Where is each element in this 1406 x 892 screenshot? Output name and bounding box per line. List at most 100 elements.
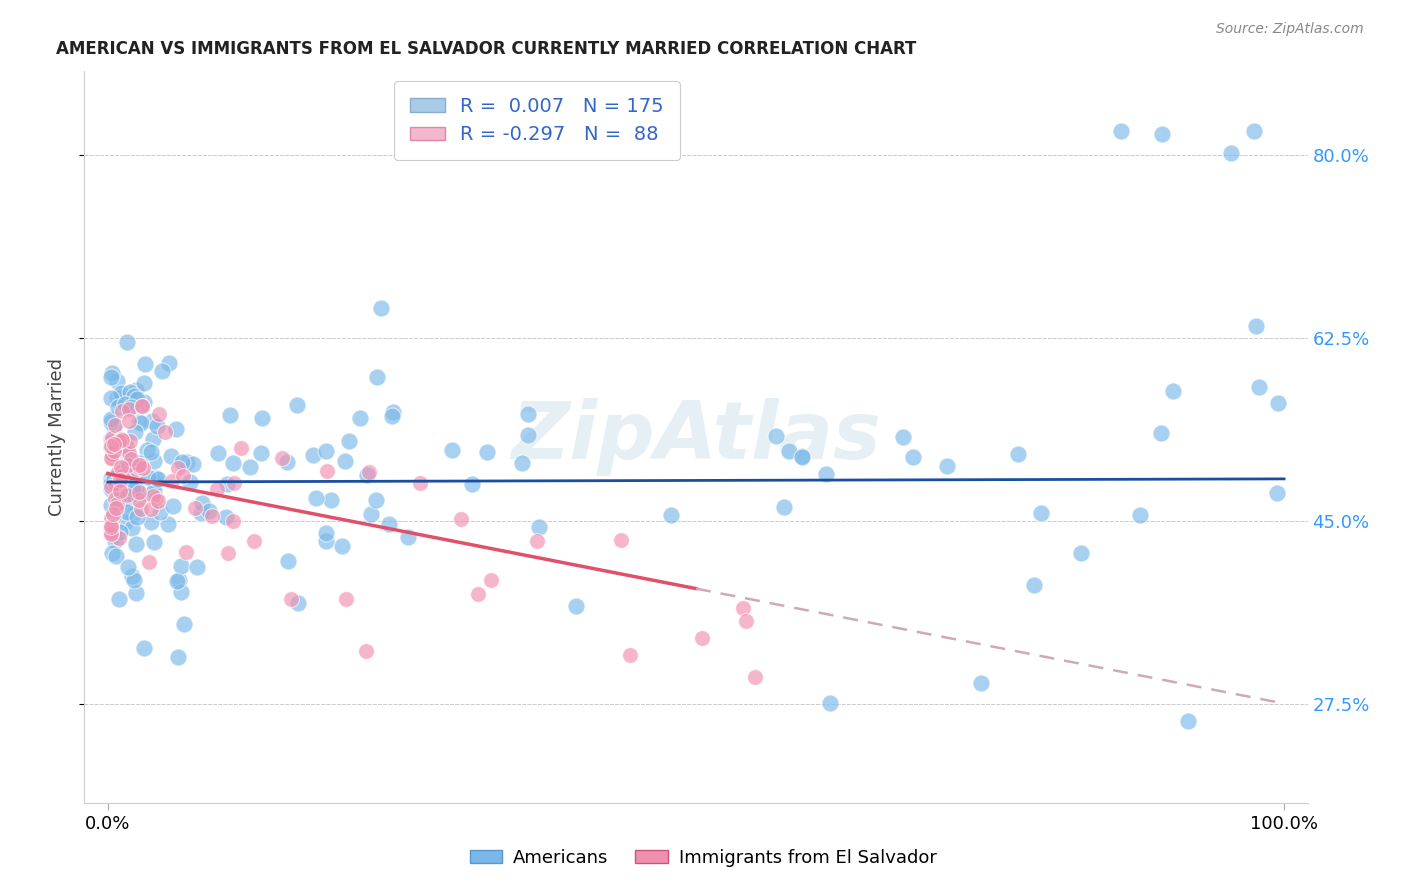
Point bbox=[125, 471, 148, 485]
Point bbox=[120, 452, 142, 467]
Point bbox=[160, 449, 183, 463]
Point bbox=[101, 452, 124, 467]
Point bbox=[112, 468, 135, 483]
Point bbox=[125, 383, 148, 397]
Point bbox=[1265, 485, 1288, 500]
Point bbox=[100, 434, 122, 449]
Point bbox=[139, 444, 162, 458]
Point bbox=[315, 443, 337, 458]
Point bbox=[510, 456, 533, 470]
Point bbox=[129, 456, 152, 470]
Point bbox=[207, 482, 229, 496]
Point bbox=[125, 586, 148, 600]
Point bbox=[477, 445, 499, 459]
Point bbox=[733, 601, 755, 615]
Point bbox=[321, 493, 343, 508]
Point bbox=[104, 491, 127, 506]
Point bbox=[128, 415, 150, 429]
Point bbox=[773, 500, 796, 514]
Point bbox=[100, 527, 122, 541]
Point bbox=[170, 558, 193, 573]
Point bbox=[382, 405, 405, 419]
Point bbox=[129, 416, 152, 430]
Point bbox=[396, 530, 419, 544]
Point bbox=[107, 401, 129, 415]
Point bbox=[1022, 578, 1045, 592]
Point bbox=[100, 439, 122, 453]
Point bbox=[100, 482, 122, 496]
Point bbox=[217, 477, 239, 491]
Point bbox=[901, 450, 924, 464]
Point bbox=[132, 394, 155, 409]
Point bbox=[128, 484, 150, 499]
Point bbox=[969, 675, 991, 690]
Point bbox=[100, 391, 122, 405]
Point bbox=[100, 546, 122, 560]
Point bbox=[115, 334, 138, 349]
Point bbox=[1161, 384, 1184, 398]
Point bbox=[134, 357, 156, 371]
Point bbox=[131, 487, 153, 501]
Point bbox=[360, 507, 382, 521]
Point bbox=[153, 425, 176, 440]
Point bbox=[692, 631, 714, 645]
Point bbox=[107, 491, 129, 505]
Point bbox=[619, 648, 641, 662]
Point bbox=[110, 480, 132, 494]
Point bbox=[936, 458, 959, 473]
Point bbox=[337, 434, 360, 449]
Point bbox=[129, 502, 152, 516]
Point bbox=[364, 493, 387, 508]
Point bbox=[100, 471, 122, 485]
Point bbox=[108, 591, 131, 606]
Point bbox=[335, 591, 357, 606]
Point bbox=[527, 520, 550, 534]
Point bbox=[148, 407, 170, 421]
Point bbox=[167, 461, 190, 475]
Point bbox=[128, 492, 150, 507]
Point bbox=[100, 520, 122, 534]
Point bbox=[105, 375, 128, 389]
Point bbox=[101, 510, 124, 524]
Point bbox=[108, 524, 131, 539]
Point bbox=[128, 458, 150, 472]
Point bbox=[114, 397, 136, 411]
Point bbox=[173, 616, 195, 631]
Point bbox=[176, 455, 198, 469]
Point bbox=[610, 533, 633, 547]
Point bbox=[169, 573, 191, 587]
Point bbox=[217, 546, 239, 560]
Point bbox=[111, 404, 134, 418]
Point bbox=[101, 508, 124, 522]
Text: ZipAtlas: ZipAtlas bbox=[510, 398, 882, 476]
Point bbox=[1070, 546, 1092, 560]
Legend: R =  0.007   N = 175, R = -0.297   N =  88: R = 0.007 N = 175, R = -0.297 N = 88 bbox=[394, 81, 679, 160]
Point bbox=[120, 450, 142, 464]
Point bbox=[100, 412, 122, 426]
Point bbox=[305, 491, 328, 505]
Point bbox=[1243, 123, 1265, 137]
Point bbox=[107, 466, 129, 480]
Point bbox=[104, 477, 127, 491]
Point bbox=[117, 559, 139, 574]
Point bbox=[100, 370, 122, 384]
Point bbox=[100, 524, 122, 538]
Point bbox=[148, 472, 170, 486]
Point bbox=[1267, 396, 1289, 410]
Point bbox=[141, 515, 163, 529]
Point bbox=[103, 528, 125, 542]
Point bbox=[174, 544, 197, 558]
Point bbox=[100, 518, 122, 533]
Point bbox=[315, 464, 337, 478]
Point bbox=[516, 407, 538, 421]
Point bbox=[186, 560, 208, 574]
Point bbox=[121, 568, 143, 582]
Point bbox=[128, 460, 150, 475]
Point bbox=[219, 408, 242, 422]
Point bbox=[149, 505, 172, 519]
Point bbox=[110, 390, 132, 404]
Point bbox=[315, 533, 337, 548]
Point bbox=[409, 475, 432, 490]
Point bbox=[190, 495, 212, 509]
Point bbox=[100, 480, 122, 494]
